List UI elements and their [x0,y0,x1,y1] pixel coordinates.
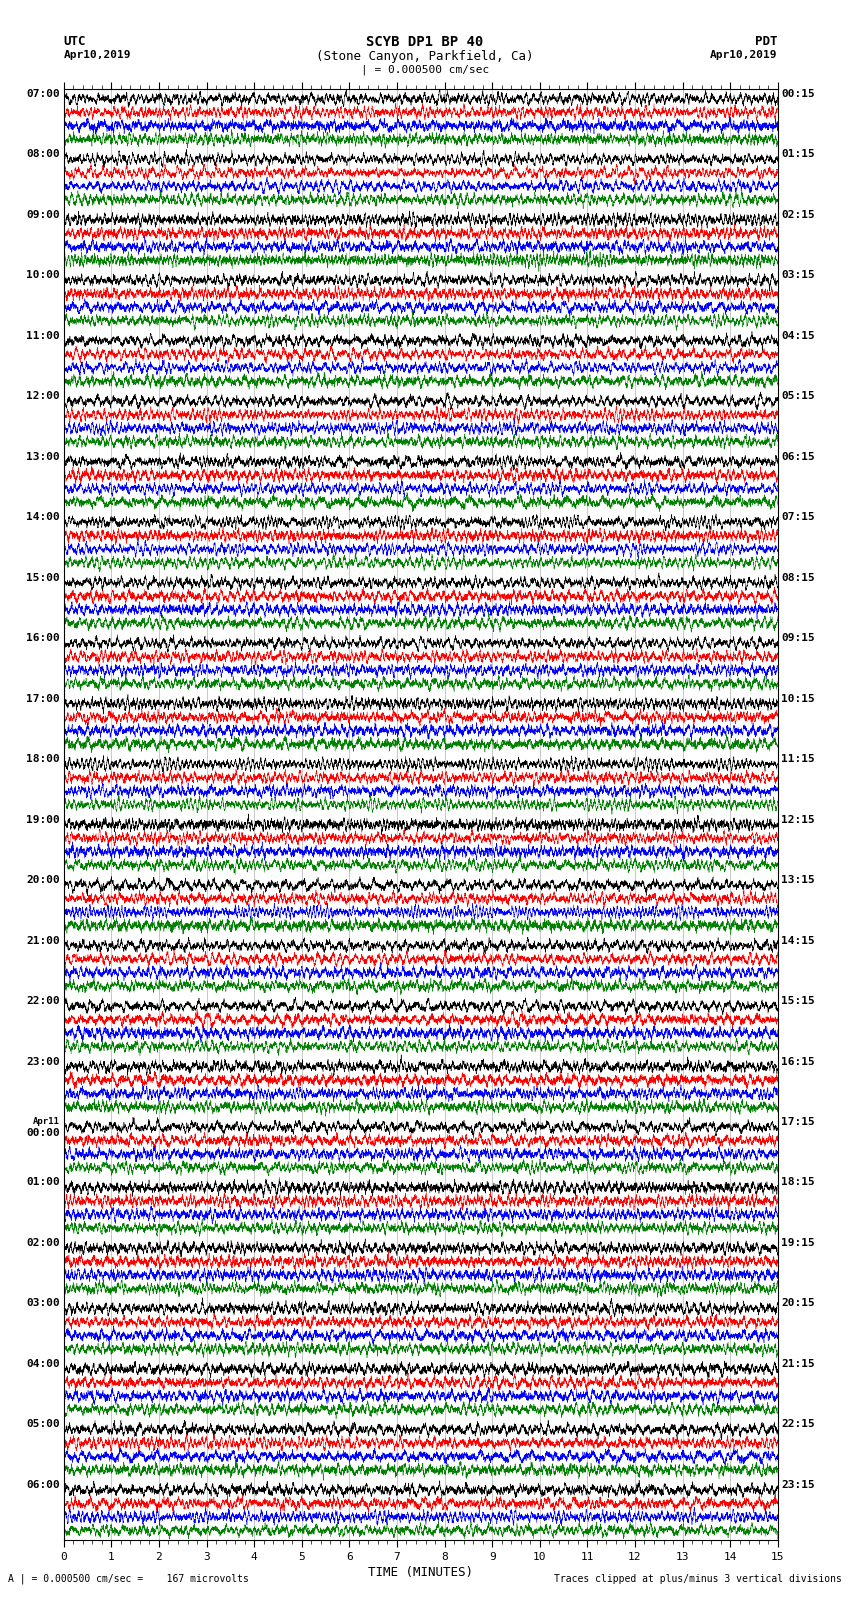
Text: 02:00: 02:00 [26,1239,60,1248]
Text: 18:15: 18:15 [781,1177,815,1187]
Text: 00:00: 00:00 [26,1127,60,1137]
Text: Apr10,2019: Apr10,2019 [64,50,131,60]
Text: 20:00: 20:00 [26,874,60,886]
Text: 22:15: 22:15 [781,1419,815,1429]
Text: 21:00: 21:00 [26,936,60,945]
Text: 23:15: 23:15 [781,1481,815,1490]
Text: 15:00: 15:00 [26,573,60,582]
Text: 23:00: 23:00 [26,1057,60,1066]
Text: UTC: UTC [64,35,86,48]
Text: 04:15: 04:15 [781,331,815,340]
Text: 07:15: 07:15 [781,513,815,523]
Text: 04:00: 04:00 [26,1358,60,1369]
Text: 09:00: 09:00 [26,210,60,219]
Text: 22:00: 22:00 [26,997,60,1007]
Text: 01:00: 01:00 [26,1177,60,1187]
Text: 11:15: 11:15 [781,755,815,765]
Text: 07:00: 07:00 [26,89,60,98]
Text: 03:00: 03:00 [26,1298,60,1308]
Text: 00:15: 00:15 [781,89,815,98]
Text: 19:15: 19:15 [781,1239,815,1248]
Text: 12:00: 12:00 [26,392,60,402]
Text: 05:15: 05:15 [781,392,815,402]
Text: Apr10,2019: Apr10,2019 [711,50,778,60]
Text: 21:15: 21:15 [781,1358,815,1369]
Text: 09:15: 09:15 [781,634,815,644]
Text: Traces clipped at plus/minus 3 vertical divisions: Traces clipped at plus/minus 3 vertical … [553,1574,842,1584]
Text: 01:15: 01:15 [781,150,815,160]
Text: PDT: PDT [756,35,778,48]
Text: 13:15: 13:15 [781,874,815,886]
Text: 14:00: 14:00 [26,513,60,523]
Text: 03:15: 03:15 [781,271,815,281]
Text: A | = 0.000500 cm/sec =    167 microvolts: A | = 0.000500 cm/sec = 167 microvolts [8,1573,249,1584]
Text: 17:00: 17:00 [26,694,60,703]
Text: (Stone Canyon, Parkfield, Ca): (Stone Canyon, Parkfield, Ca) [316,50,534,63]
Text: 02:15: 02:15 [781,210,815,219]
Text: 16:15: 16:15 [781,1057,815,1066]
Text: 10:15: 10:15 [781,694,815,703]
Text: 06:15: 06:15 [781,452,815,461]
Text: 13:00: 13:00 [26,452,60,461]
Text: | = 0.000500 cm/sec: | = 0.000500 cm/sec [361,65,489,76]
Text: 12:15: 12:15 [781,815,815,824]
Text: SCYB DP1 BP 40: SCYB DP1 BP 40 [366,35,484,50]
Text: 16:00: 16:00 [26,634,60,644]
Text: 15:15: 15:15 [781,997,815,1007]
Text: Apr11: Apr11 [33,1118,60,1126]
Text: 11:00: 11:00 [26,331,60,340]
Text: 14:15: 14:15 [781,936,815,945]
X-axis label: TIME (MINUTES): TIME (MINUTES) [368,1566,473,1579]
Text: 17:15: 17:15 [781,1118,815,1127]
Text: 19:00: 19:00 [26,815,60,824]
Text: 06:00: 06:00 [26,1481,60,1490]
Text: 05:00: 05:00 [26,1419,60,1429]
Text: 10:00: 10:00 [26,271,60,281]
Text: 08:15: 08:15 [781,573,815,582]
Text: 18:00: 18:00 [26,755,60,765]
Text: 08:00: 08:00 [26,150,60,160]
Text: 20:15: 20:15 [781,1298,815,1308]
